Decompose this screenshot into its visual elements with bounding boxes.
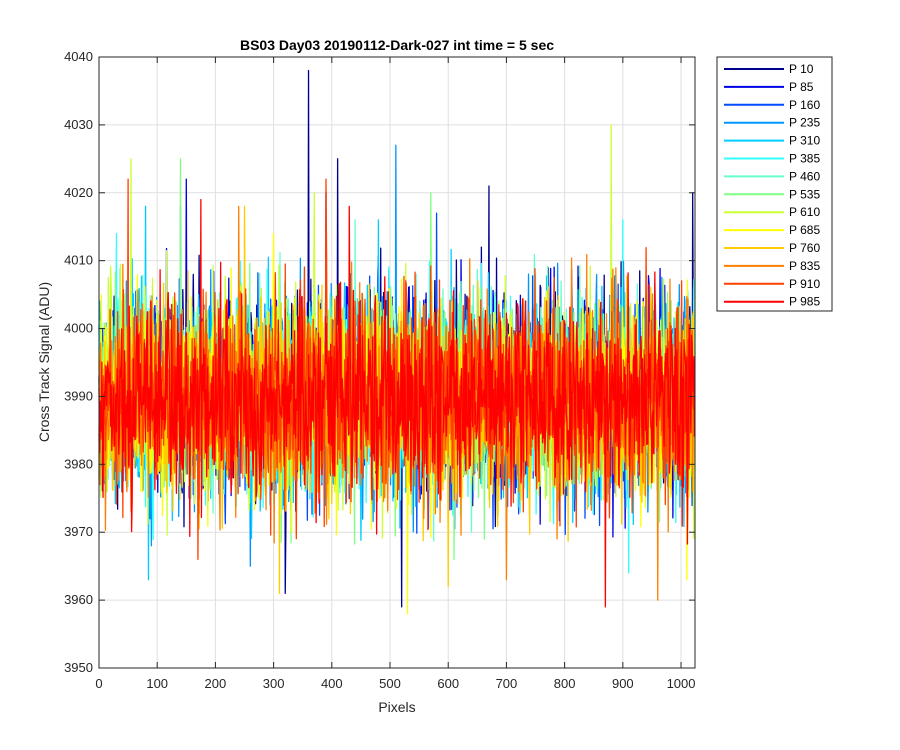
- y-tick-label: 3970: [64, 524, 93, 539]
- y-tick-label: 4030: [64, 117, 93, 132]
- legend-entry-label: P 535: [789, 187, 820, 201]
- chart-title: BS03 Day03 20190112-Dark-027 int time = …: [240, 37, 554, 53]
- x-tick-label: 900: [612, 676, 634, 691]
- y-tick-label: 3980: [64, 456, 93, 471]
- legend-entry-label: P 385: [789, 152, 820, 166]
- y-tick-label: 4020: [64, 185, 93, 200]
- legend-entry-label: P 310: [789, 134, 820, 148]
- x-tick-label: 0: [95, 676, 102, 691]
- y-tick-label: 4000: [64, 321, 93, 336]
- x-tick-label: 100: [146, 676, 168, 691]
- series-line-p-910: [98, 178, 696, 561]
- x-tick-label: 400: [321, 676, 343, 691]
- plot-frame: [98, 56, 696, 669]
- x-tick-label: 500: [379, 676, 401, 691]
- y-tick-label: 3960: [64, 592, 93, 607]
- y-tick-label: 3990: [64, 388, 93, 403]
- legend-box: [716, 56, 833, 312]
- x-tick-label: 700: [496, 676, 518, 691]
- y-tick-label: 3950: [64, 660, 93, 675]
- legend-entry-label: P 85: [789, 80, 814, 94]
- legend-entry-label: P 10: [789, 62, 814, 76]
- legend-entry-label: P 760: [789, 241, 820, 255]
- legend-entry-label: P 235: [789, 116, 820, 130]
- x-tick-label: 1000: [667, 676, 696, 691]
- legend-entry-label: P 835: [789, 259, 820, 273]
- legend-entry-label: P 460: [789, 169, 820, 183]
- series-layer: [98, 69, 696, 615]
- legend-entry-label: P 610: [789, 205, 820, 219]
- x-tick-label: 600: [437, 676, 459, 691]
- legend: P 10 P 85 P 160 P 235 P 310 P 385 P 460 P 535 P …: [716, 56, 833, 312]
- axis-ticks: 0 100 200 300 400 500 600 700 800 900 1000 3950 3960…: [64, 49, 695, 691]
- x-axis-label: Pixels: [378, 699, 415, 715]
- x-tick-label: 800: [554, 676, 576, 691]
- legend-entry-label: P 685: [789, 223, 820, 237]
- y-tick-label: 4010: [64, 253, 93, 268]
- x-tick-label: 300: [263, 676, 285, 691]
- y-tick-label: 4040: [64, 49, 93, 64]
- x-tick-label: 200: [205, 676, 227, 691]
- legend-entry-label: P 985: [789, 295, 820, 309]
- legend-entry-label: P 910: [789, 277, 820, 291]
- legend-entry-label: P 160: [789, 98, 820, 112]
- series-line-p-985: [98, 198, 696, 608]
- y-axis-label: Cross Track Signal (ADU): [36, 282, 52, 442]
